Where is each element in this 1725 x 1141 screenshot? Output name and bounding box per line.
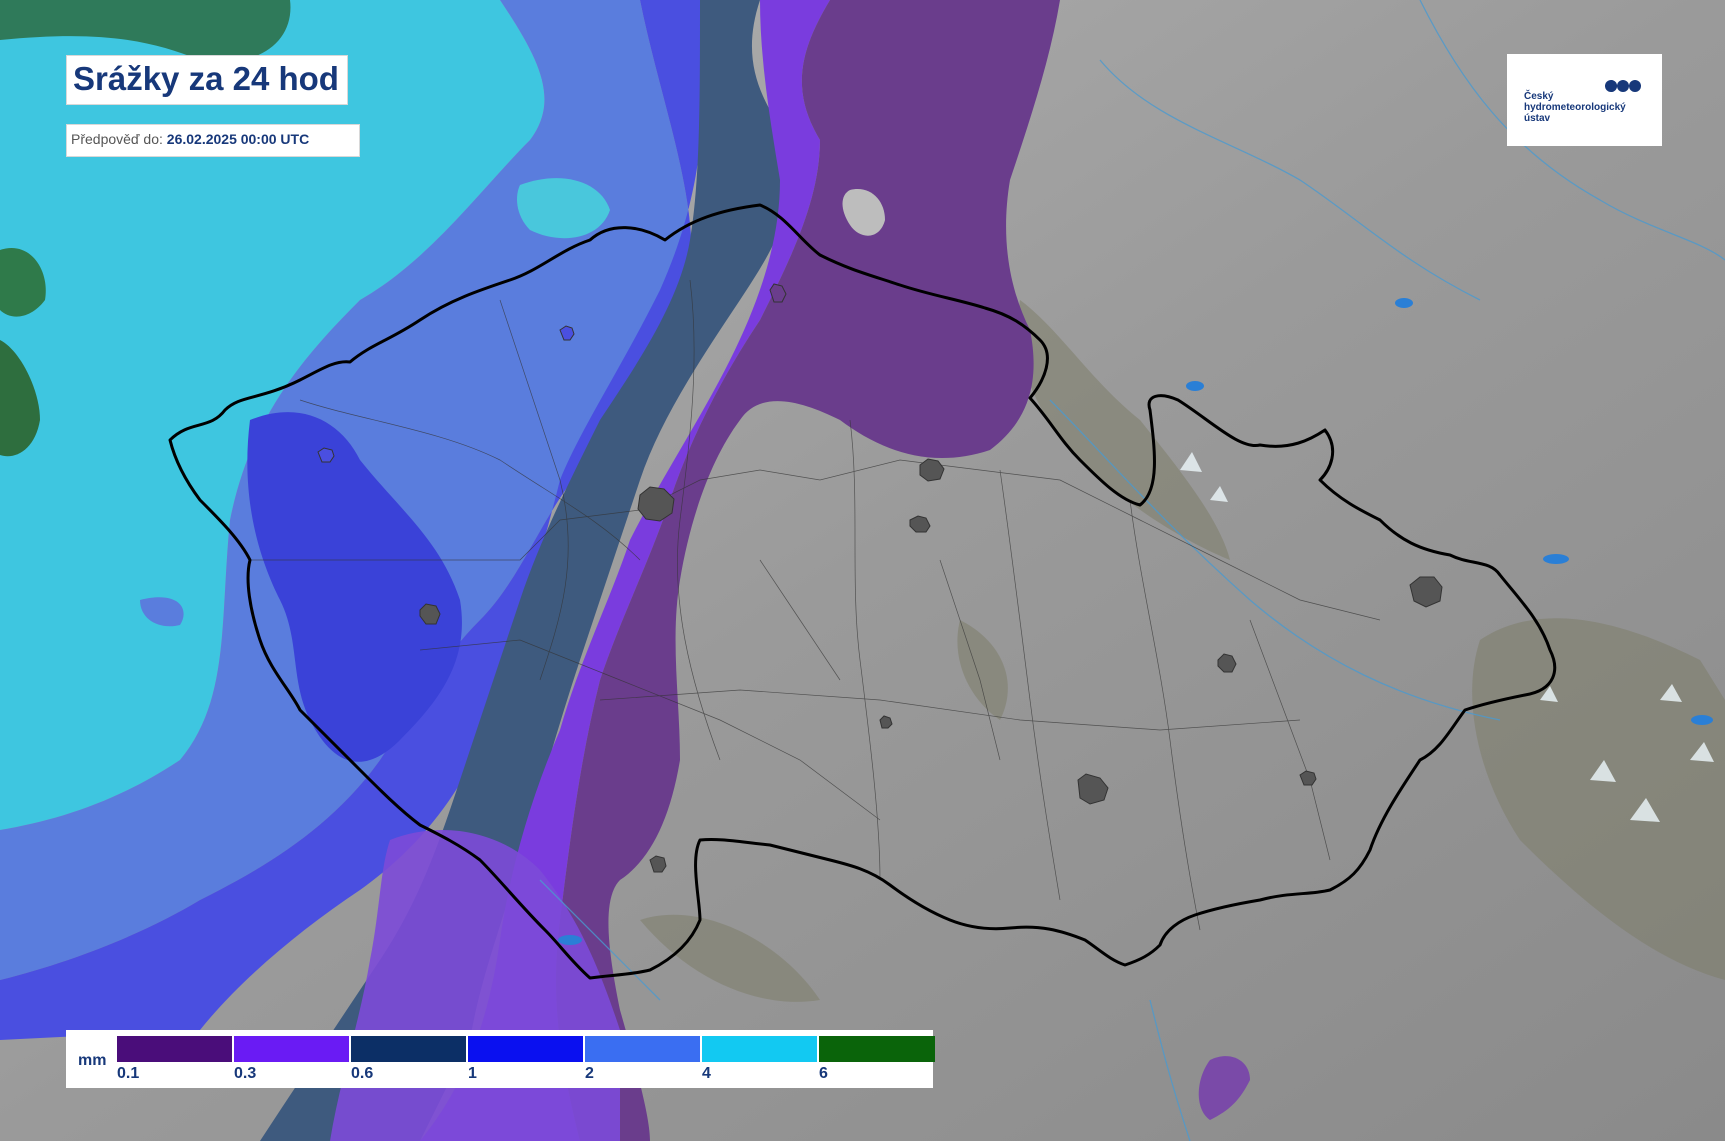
legend-tick-3: [466, 1036, 468, 1070]
precipitation-legend: mm 0.1 0.3 0.6 1 2 4 6: [66, 1030, 935, 1088]
precip-zone-1mm-inner: [247, 412, 462, 762]
precip-zone-1mm: [0, 0, 704, 1040]
city-usti: [559, 325, 575, 341]
legend-label-4: 2: [585, 1065, 594, 1082]
legend-tick-0: [115, 1036, 117, 1070]
chmi-logo: Český hydrometeorologický ústav: [1507, 54, 1662, 146]
lakes: [558, 298, 1713, 945]
city-plzen: [419, 603, 441, 625]
legend-tick-1: [232, 1036, 234, 1070]
legend-label-6: 6: [819, 1065, 828, 1082]
city-pardubice: [909, 515, 931, 533]
city-zlin: [1299, 770, 1317, 786]
city-olomouc: [1217, 653, 1237, 673]
city-ostrava: [1409, 576, 1443, 608]
forecast-info: Předpověď do: 26.02.2025 00:00 UTC: [66, 124, 360, 157]
legend-swatch-0: [116, 1036, 233, 1062]
city-hradec: [919, 458, 945, 482]
precip-zone-6mm-a: [0, 0, 291, 62]
rivers: [539, 0, 1725, 1141]
city-praha: [637, 486, 675, 522]
precip-zone-4mm-island: [517, 178, 610, 239]
snow-peaks: [1180, 452, 1714, 822]
legend-tick-6: [817, 1036, 819, 1070]
legend-swatch-1: [233, 1036, 350, 1062]
district-borders: [250, 279, 1381, 931]
precip-gap: [842, 189, 885, 236]
legend-tick-2: [349, 1036, 351, 1070]
chmi-logo-icon: [1605, 80, 1641, 92]
forecast-label: Předpověď do:: [71, 131, 163, 147]
logo-line-3: ústav: [1524, 113, 1551, 124]
logo-line-1: Český: [1524, 91, 1554, 102]
precip-zone-4mm: [0, 0, 545, 830]
page-title: Srážky za 24 hod: [73, 60, 339, 97]
logo-line-2: hydrometeorologický: [1524, 102, 1626, 113]
legend-unit: mm: [78, 1052, 107, 1069]
city-brno: [1077, 773, 1109, 805]
precip-zone-6mm-b: [0, 248, 46, 317]
legend-tick-4: [583, 1036, 585, 1070]
legend-swatch-2: [350, 1036, 467, 1062]
city-liberec: [769, 283, 787, 303]
precip-zone-01mm-slovakia: [1198, 1056, 1250, 1120]
legend-label-1: 0.3: [234, 1065, 257, 1082]
legend-swatch-5: [701, 1036, 818, 1062]
legend-label-3: 1: [468, 1065, 477, 1082]
city-jihlava: [879, 715, 893, 729]
legend-swatch-4: [584, 1036, 701, 1062]
legend-label-5: 4: [702, 1065, 711, 1082]
city-karlovy-vary: [317, 447, 335, 463]
precip-zone-06mm: [260, 0, 793, 1141]
precip-zone-6mm-c: [0, 340, 40, 457]
legend-swatch-6: [818, 1036, 935, 1062]
chmi-logo-text: Český hydrometeorologický ústav: [1524, 91, 1626, 124]
legend-swatch-3: [467, 1036, 584, 1062]
country-border: [168, 203, 1557, 980]
city-markers: [317, 283, 1443, 873]
legend-tick-5: [700, 1036, 702, 1070]
legend-label-0: 0.1: [117, 1065, 140, 1082]
mountain-shading: [640, 300, 1725, 1002]
legend-label-2: 0.6: [351, 1065, 374, 1082]
precip-zone-01mm: [556, 0, 1060, 1141]
city-ceske-budejovice: [649, 855, 667, 873]
forecast-value: 26.02.2025 00:00 UTC: [166, 131, 310, 147]
title-box: Srážky za 24 hod: [66, 55, 348, 105]
